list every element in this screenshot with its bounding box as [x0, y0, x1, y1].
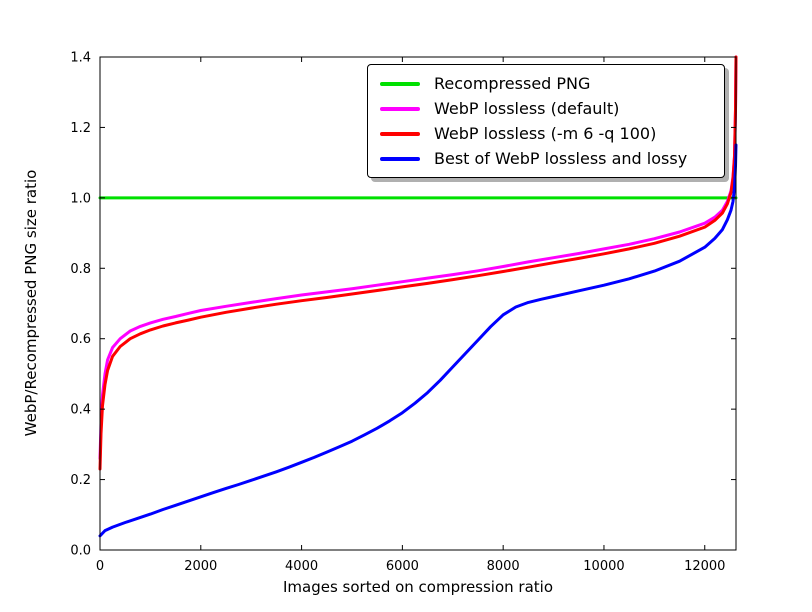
x-tick-label: 0 — [96, 559, 104, 574]
series-layer — [98, 55, 738, 538]
series-line-3 — [98, 55, 738, 471]
series-line-4 — [98, 143, 738, 538]
x-tick-label: 12000 — [684, 559, 725, 574]
x-tick-label: 6000 — [386, 559, 419, 574]
legend-line-recompressed-png — [380, 81, 420, 86]
x-tick-label: 8000 — [487, 559, 520, 574]
legend-label: Best of WebP lossless and lossy — [434, 149, 688, 168]
y-tick-label: 0.4 — [70, 403, 91, 418]
legend-label: Recompressed PNG — [434, 74, 591, 93]
y-tick-label: 0.6 — [70, 332, 91, 347]
legend-item: WebP lossless (default) — [368, 96, 724, 121]
y-tick-label: 0.0 — [70, 544, 91, 559]
x-axis-label: Images sorted on compression ratio — [283, 578, 553, 596]
legend-item: Best of WebP lossless and lossy — [368, 146, 724, 171]
y-tick-label: 0.8 — [70, 262, 91, 277]
y-tick-label: 1.2 — [70, 121, 91, 136]
legend-item: Recompressed PNG — [368, 71, 724, 96]
x-tick-label: 4000 — [285, 559, 318, 574]
series-line-2 — [98, 55, 738, 460]
y-tick-label: 1.4 — [70, 51, 91, 66]
x-tick-label: 10000 — [583, 559, 624, 574]
y-tick-label: 1.0 — [70, 191, 91, 206]
legend-line-webp-lossless-default — [380, 106, 420, 111]
y-axis-label: WebP/Recompressed PNG size ratio — [22, 170, 40, 437]
legend-label: WebP lossless (default) — [434, 99, 620, 118]
x-tick-label: 2000 — [184, 559, 217, 574]
axis-layer: 0 2000 4000 6000 8000 10000 12000 0.0 0.2 0.4 0.6 0… — [70, 51, 737, 574]
plot-frame — [99, 56, 737, 551]
legend: Recompressed PNG WebP lossless (default)… — [367, 64, 725, 178]
legend-label: WebP lossless (-m 6 -q 100) — [434, 124, 657, 143]
legend-line-webp-lossless-m6-q100 — [380, 131, 420, 136]
legend-line-best-of-webp — [380, 156, 420, 161]
y-tick-label: 0.2 — [70, 473, 91, 488]
legend-item: WebP lossless (-m 6 -q 100) — [368, 121, 724, 146]
